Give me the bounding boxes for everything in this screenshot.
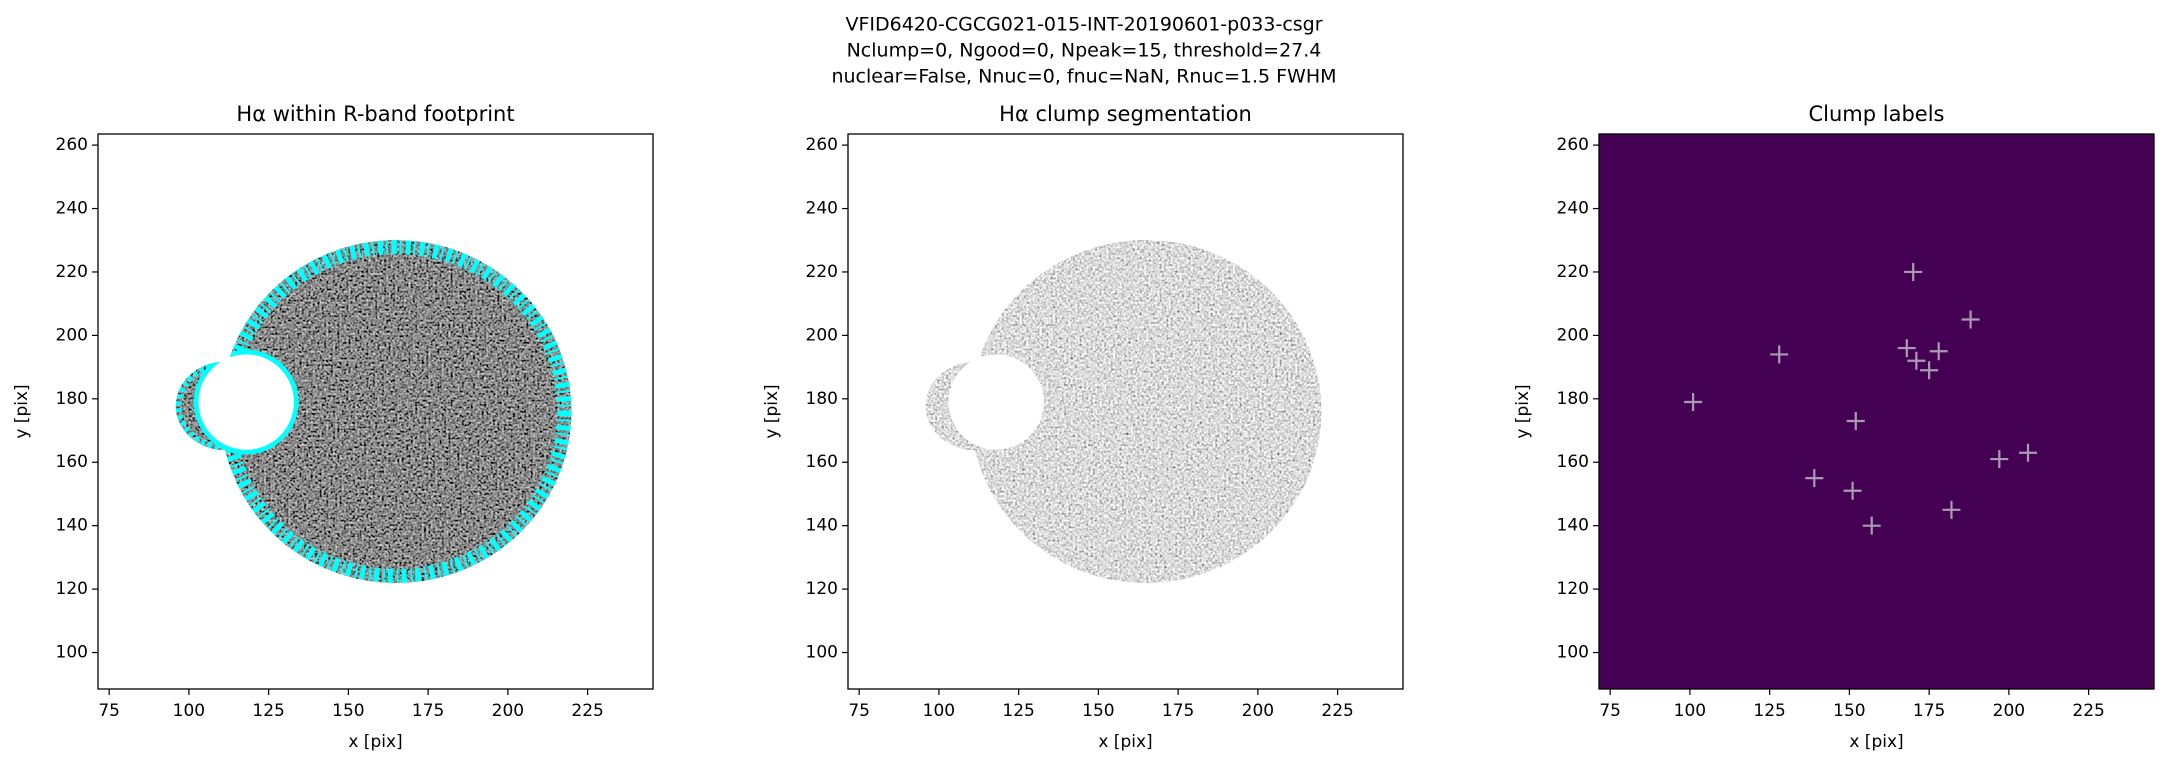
suptitle: nuclear=False, Nnuc=0, fnuc=NaN, Rnuc=1.… xyxy=(831,66,1336,88)
y-axis-label: y [pix] xyxy=(12,384,32,438)
y-tick-label: 260 xyxy=(1557,135,1589,155)
y-tick-label: 140 xyxy=(56,516,88,536)
image xyxy=(98,134,653,689)
peak-marker xyxy=(1907,351,1926,370)
x-tick-label: 225 xyxy=(1321,701,1353,721)
peak-marker xyxy=(1929,342,1948,361)
y-tick-label: 260 xyxy=(806,135,838,155)
y-tick-label: 200 xyxy=(806,325,838,345)
y-tick-label: 220 xyxy=(806,262,838,282)
y-tick-label: 220 xyxy=(1557,262,1589,282)
image xyxy=(848,134,1403,689)
y-tick-label: 160 xyxy=(806,452,838,472)
x-tick-label: 200 xyxy=(1242,701,1274,721)
x-tick-label: 100 xyxy=(173,701,205,721)
peak-marker xyxy=(1990,450,2009,469)
footprint-contour xyxy=(218,238,574,585)
y-tick-label: 140 xyxy=(806,516,838,536)
x-tick-label: 225 xyxy=(571,701,603,721)
peak-marker xyxy=(1805,469,1824,488)
x-tick-label: 125 xyxy=(1753,701,1785,721)
axes-frame xyxy=(847,133,1404,690)
image-background xyxy=(1599,134,2154,689)
y-tick-label: 260 xyxy=(56,135,88,155)
peak-marker xyxy=(1942,500,1961,519)
axes-title: Hα clump segmentation xyxy=(999,102,1252,126)
x-axis-label: x [pix] xyxy=(1098,732,1152,752)
y-tick-label: 240 xyxy=(56,199,88,219)
y-tick-label: 240 xyxy=(806,199,838,219)
suptitle: VFID6420-CGCG021-015-INT-20190601-p033-c… xyxy=(845,14,1322,36)
y-tick-label: 120 xyxy=(806,579,838,599)
y-tick-label: 240 xyxy=(1557,199,1589,219)
x-tick-label: 200 xyxy=(492,701,524,721)
x-tick-label: 100 xyxy=(1674,701,1706,721)
y-tick-label: 100 xyxy=(56,643,88,663)
x-tick-label: 75 xyxy=(848,701,870,721)
x-axis-label: x [pix] xyxy=(348,732,402,752)
y-tick-label: 180 xyxy=(806,389,838,409)
y-tick-label: 140 xyxy=(1557,516,1589,536)
y-tick-label: 160 xyxy=(56,452,88,472)
x-axis-label: x [pix] xyxy=(1849,732,1903,752)
x-tick-label: 75 xyxy=(98,701,120,721)
suptitle: Nclump=0, Ngood=0, Npeak=15, threshold=2… xyxy=(847,40,1322,62)
peak-marker xyxy=(1770,345,1789,364)
y-axis-label: y [pix] xyxy=(1513,384,1533,438)
peak-marker xyxy=(1684,392,1703,411)
peak-marker xyxy=(1961,310,1980,329)
peak-marker xyxy=(1897,339,1916,358)
x-tick-label: 125 xyxy=(1002,701,1034,721)
peak-marker xyxy=(1843,481,1862,500)
peak-marker xyxy=(2019,443,2038,462)
y-axis-label: y [pix] xyxy=(762,384,782,438)
x-tick-label: 75 xyxy=(1599,701,1621,721)
x-tick-label: 200 xyxy=(1993,701,2025,721)
peak-marker xyxy=(1846,412,1865,431)
x-tick-label: 175 xyxy=(412,701,444,721)
x-tick-label: 150 xyxy=(332,701,364,721)
axes-frame xyxy=(1598,133,2155,690)
axes-title: Hα within R-band footprint xyxy=(236,102,514,126)
x-tick-label: 225 xyxy=(2072,701,2104,721)
peak-marker xyxy=(1862,516,1881,535)
y-tick-label: 200 xyxy=(1557,325,1589,345)
peak-marker xyxy=(1904,262,1923,281)
peak-marker xyxy=(1920,361,1939,380)
x-tick-label: 175 xyxy=(1913,701,1945,721)
y-tick-label: 100 xyxy=(806,643,838,663)
y-tick-label: 180 xyxy=(56,389,88,409)
axes-title: Clump labels xyxy=(1809,102,1945,126)
axes-frame xyxy=(97,133,654,690)
y-tick-label: 220 xyxy=(56,262,88,282)
y-tick-label: 120 xyxy=(1557,579,1589,599)
x-tick-label: 175 xyxy=(1162,701,1194,721)
x-tick-label: 150 xyxy=(1833,701,1865,721)
y-tick-label: 200 xyxy=(56,325,88,345)
y-tick-label: 100 xyxy=(1557,643,1589,663)
x-tick-label: 150 xyxy=(1082,701,1114,721)
x-tick-label: 100 xyxy=(923,701,955,721)
x-tick-label: 125 xyxy=(252,701,284,721)
y-tick-label: 180 xyxy=(1557,389,1589,409)
image-pixels xyxy=(848,134,1403,689)
y-tick-label: 160 xyxy=(1557,452,1589,472)
footprint-contour xyxy=(175,361,276,451)
footprint-contour xyxy=(193,349,299,455)
y-tick-label: 120 xyxy=(56,579,88,599)
